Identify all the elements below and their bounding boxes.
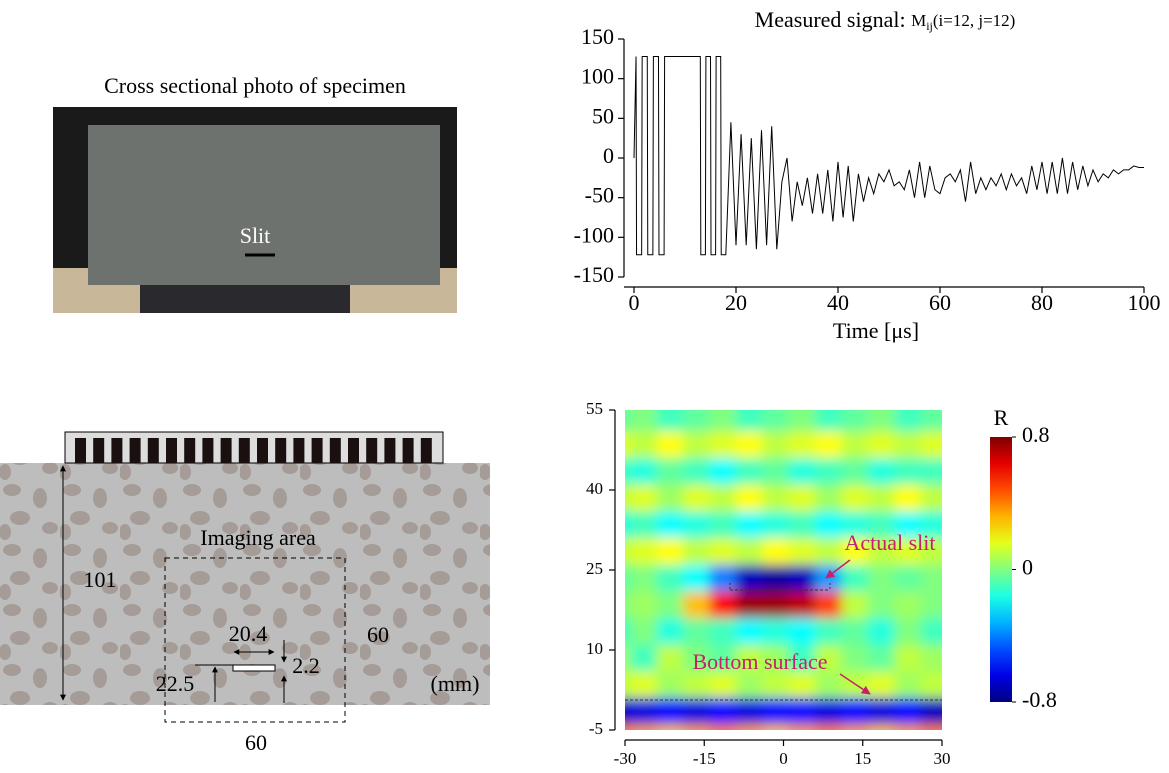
- x-tick-label: 40: [827, 290, 849, 315]
- title-subscript: ij: [926, 19, 933, 33]
- x-axis-label: Time [μs]: [833, 318, 919, 343]
- x-tick-label: 20: [725, 290, 747, 315]
- title-args: (i=12, j=12): [933, 11, 1015, 30]
- slit-thickness-label: 2.2: [292, 653, 320, 678]
- y-tick-label: 55: [586, 399, 603, 418]
- transducer: [384, 438, 396, 463]
- area-height-label: 60: [367, 622, 389, 647]
- x-tick-label: 60: [929, 290, 951, 315]
- signal-title: Measured signal: Mij(i=12, j=12): [755, 7, 1016, 33]
- transducer: [220, 438, 232, 463]
- transducer: [293, 438, 305, 463]
- colorbar-tick-label: 0.8: [1022, 422, 1050, 447]
- transducer: [311, 438, 323, 463]
- heatmap-overlays: [625, 559, 942, 701]
- x-tick-label: 15: [854, 749, 871, 768]
- transducer: [147, 438, 159, 463]
- annotation: Actual slit: [844, 530, 935, 555]
- colorbar-tick-label: -0.8: [1022, 687, 1057, 712]
- slit-width-label: 20.4: [229, 621, 268, 646]
- signal-line: [633, 55, 1144, 256]
- heatmap: [625, 410, 942, 730]
- y-tick-label: 100: [581, 64, 614, 89]
- imaging-area-label: Imaging area: [200, 525, 316, 550]
- transducer: [202, 438, 214, 463]
- axes: [618, 38, 1145, 293]
- transducer: [257, 438, 268, 463]
- area-width-label: 60: [245, 730, 267, 755]
- y-tick-label: 40: [586, 479, 603, 498]
- x-tick-label: 80: [1031, 290, 1053, 315]
- transducer: [348, 438, 359, 463]
- slit-label: Slit: [240, 223, 271, 248]
- transducer: [238, 438, 250, 463]
- x-tick-label: -15: [693, 749, 716, 768]
- x-tick-label: 0: [629, 290, 640, 315]
- transducer: [184, 438, 196, 463]
- y-tick-label: 10: [586, 639, 603, 658]
- transducer: [402, 438, 414, 463]
- transducer: [275, 438, 287, 463]
- title-text: Measured signal:: [755, 7, 906, 32]
- y-tick-label: -150: [574, 262, 614, 287]
- transducer: [93, 438, 105, 463]
- height-label: 101: [84, 567, 117, 592]
- x-tick-label: 100: [1128, 290, 1161, 315]
- heat-cell: [920, 410, 942, 432]
- transducer: [166, 438, 177, 463]
- transducer: [111, 438, 123, 463]
- annotation: Bottom surface: [692, 649, 827, 674]
- y-tick-label: 50: [592, 103, 614, 128]
- y-tick-label: -100: [574, 222, 614, 247]
- colorbar-tick-label: 0: [1022, 555, 1033, 580]
- slit-depth-label: 22.5: [156, 671, 195, 696]
- transducer: [420, 438, 432, 463]
- specimen-diagram: [0, 431, 490, 723]
- transducer: [329, 438, 341, 463]
- y-tick-label: 150: [581, 24, 614, 49]
- colorbar: [990, 437, 1012, 702]
- x-tick-label: 30: [934, 749, 951, 768]
- x-tick-label: -30: [614, 749, 637, 768]
- y-tick-label: -50: [585, 183, 614, 208]
- unit-label: (mm): [431, 671, 480, 696]
- x-tick-label: 0: [779, 749, 788, 768]
- transducer: [75, 438, 86, 463]
- photo-caption: Cross sectional photo of specimen: [104, 73, 406, 98]
- y-tick-label: -5: [589, 719, 603, 738]
- specimen-photo: [53, 107, 457, 313]
- heatmap-cells: [625, 410, 942, 730]
- colorbar-label: R: [994, 405, 1009, 430]
- axes: [609, 409, 943, 746]
- transducer: [129, 438, 141, 463]
- y-tick-label: 0: [603, 143, 614, 168]
- title-symbol: M: [911, 11, 926, 30]
- y-tick-label: 25: [586, 559, 603, 578]
- transducer: [366, 438, 378, 463]
